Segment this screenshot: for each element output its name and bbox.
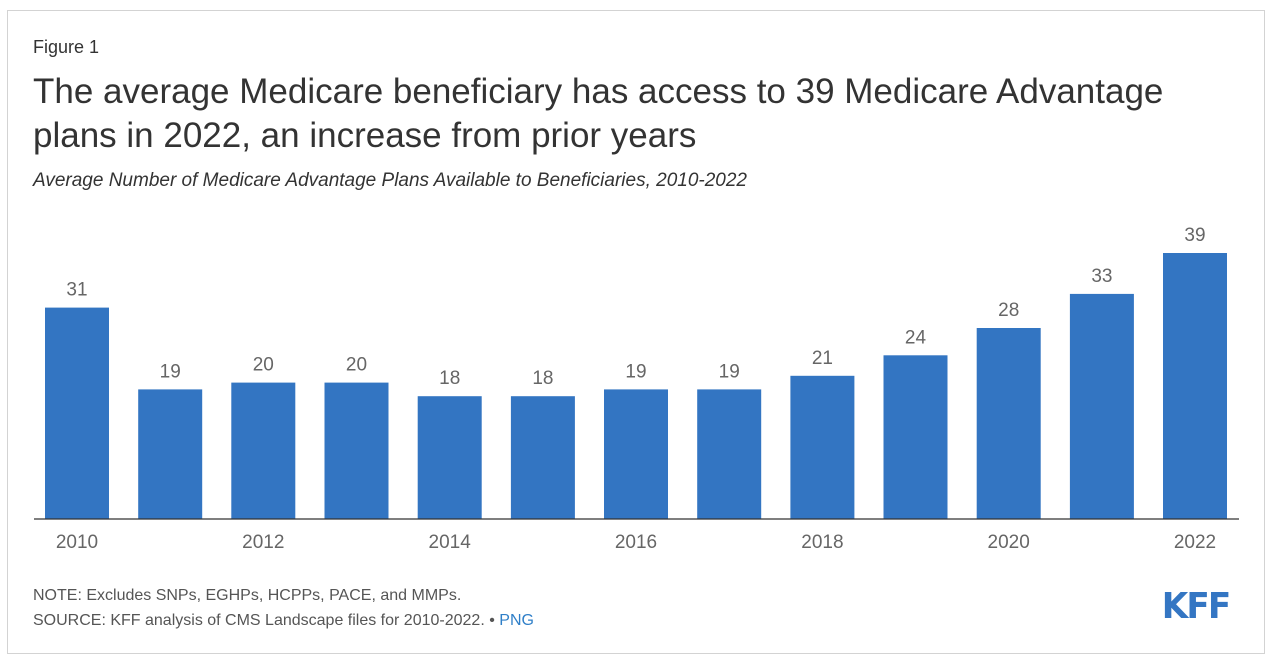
data-label-2016: 19 xyxy=(625,361,646,382)
figure-frame xyxy=(7,10,1265,654)
x-tick-label-2016: 2016 xyxy=(615,532,657,553)
source-separator: • xyxy=(484,612,500,629)
data-label-2013: 20 xyxy=(346,355,367,376)
bar-2015 xyxy=(510,396,575,519)
bar-2017 xyxy=(697,389,762,519)
png-download-link[interactable]: PNG xyxy=(499,612,534,629)
bar-2022 xyxy=(1163,253,1227,519)
chart-title: The average Medicare beneficiary has acc… xyxy=(33,72,1164,155)
data-label-2014: 18 xyxy=(439,368,460,389)
source-line: SOURCE: KFF analysis of CMS Landscape fi… xyxy=(33,608,534,633)
x-tick-label-2012: 2012 xyxy=(242,532,284,553)
data-label-2011: 19 xyxy=(160,361,181,382)
bars-group xyxy=(45,253,1227,519)
bar-2011 xyxy=(138,389,203,519)
data-label-2017: 19 xyxy=(719,361,740,382)
x-tick-label-2018: 2018 xyxy=(801,532,843,553)
bar-2019 xyxy=(883,355,948,519)
bar-2012 xyxy=(231,382,296,519)
data-label-2018: 21 xyxy=(812,348,833,369)
bar-labels-group: 31 19 20 20 18 18 19 19 21 24 28 33 39 xyxy=(66,225,1205,389)
data-label-2022: 39 xyxy=(1184,225,1205,246)
figure-label: Figure 1 xyxy=(33,37,100,57)
source-text: SOURCE: KFF analysis of CMS Landscape fi… xyxy=(33,612,485,629)
x-tick-label-2020: 2020 xyxy=(988,532,1030,553)
bar-2016 xyxy=(604,389,668,519)
data-label-2021: 33 xyxy=(1091,266,1112,287)
bar-2021 xyxy=(1069,293,1134,519)
footnote: NOTE: Excludes SNPs, EGHPs, HCPPs, PACE,… xyxy=(33,583,534,633)
data-label-2020: 28 xyxy=(998,300,1019,321)
bar-2020 xyxy=(976,328,1041,519)
bar-2018 xyxy=(790,375,855,519)
bar-2013 xyxy=(324,382,389,519)
x-tick-label-2010: 2010 xyxy=(56,532,98,553)
data-label-2019: 24 xyxy=(905,327,927,348)
note-text: NOTE: Excludes SNPs, EGHPs, HCPPs, PACE,… xyxy=(33,587,462,604)
kff-logo: KFF xyxy=(1161,586,1231,627)
x-tick-label-2022: 2022 xyxy=(1174,532,1216,553)
data-label-2010: 31 xyxy=(66,280,87,301)
bar-2010 xyxy=(45,307,109,519)
bar-2014 xyxy=(417,396,482,519)
x-tick-label-2014: 2014 xyxy=(429,532,472,553)
data-label-2012: 20 xyxy=(253,355,274,376)
data-label-2015: 18 xyxy=(532,368,553,389)
x-tick-labels-group: 2010 2012 2014 2016 2018 2020 2022 xyxy=(56,532,1216,553)
chart-subtitle: Average Number of Medicare Advantage Pla… xyxy=(33,170,747,191)
